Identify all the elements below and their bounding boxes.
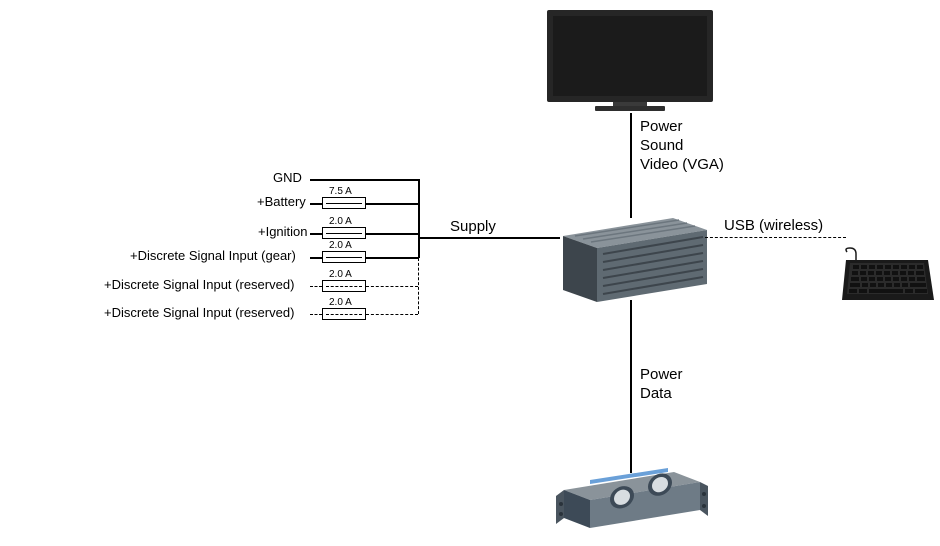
signal-gear-label: +Discrete Signal Input (gear) [130, 248, 296, 263]
monitor-label-power: Power [640, 118, 683, 135]
signal-battery-label: +Battery [257, 194, 306, 209]
ignition-fuse-label: 2.0 A [329, 216, 352, 227]
gear-wire-post [366, 257, 418, 259]
reserved1-fuse-label: 2.0 A [329, 269, 352, 280]
battery-fuse-label: 7.5 A [329, 186, 352, 197]
gear-wire-pre [310, 257, 322, 259]
reserved2-wire-pre [310, 314, 322, 315]
reserved1-wire-post [366, 286, 418, 287]
reserved2-fuse: 2.0 A [322, 308, 366, 320]
ignition-wire-pre [310, 233, 322, 235]
monitor-wire [630, 113, 632, 218]
keyboard-device [842, 246, 934, 311]
gnd-wire [310, 179, 418, 181]
gear-fuse: 2.0 A [322, 251, 366, 263]
gear-fuse-label: 2.0 A [329, 240, 352, 251]
battery-fuse: 7.5 A [322, 197, 366, 209]
monitor-label-video: Video (VGA) [640, 156, 724, 173]
monitor-device [545, 8, 715, 113]
usb-label: USB (wireless) [724, 217, 823, 234]
sensor-wire [630, 300, 632, 473]
monitor-label-sound: Sound [640, 137, 683, 154]
battery-wire-post [366, 203, 418, 205]
ignition-wire-post [366, 233, 418, 235]
signal-gnd-label: GND [273, 170, 302, 185]
supply-bus-dashed [418, 258, 419, 314]
supply-bus-solid [418, 179, 420, 258]
supply-label: Supply [450, 218, 496, 235]
supply-to-control-wire [418, 237, 560, 239]
signal-reserved1-label: +Discrete Signal Input (reserved) [104, 277, 294, 292]
control-unit-device [555, 210, 715, 313]
signal-reserved2-label: +Discrete Signal Input (reserved) [104, 305, 294, 320]
sensor-device [550, 460, 710, 543]
ignition-fuse: 2.0 A [322, 227, 366, 239]
usb-wire [705, 237, 846, 238]
signal-ignition-label: +Ignition [258, 224, 308, 239]
sensor-label-power: Power [640, 366, 683, 383]
reserved2-wire-post [366, 314, 418, 315]
reserved1-fuse: 2.0 A [322, 280, 366, 292]
reserved1-wire-pre [310, 286, 322, 287]
reserved2-fuse-label: 2.0 A [329, 297, 352, 308]
sensor-label-data: Data [640, 385, 672, 402]
battery-wire-pre [310, 203, 322, 205]
